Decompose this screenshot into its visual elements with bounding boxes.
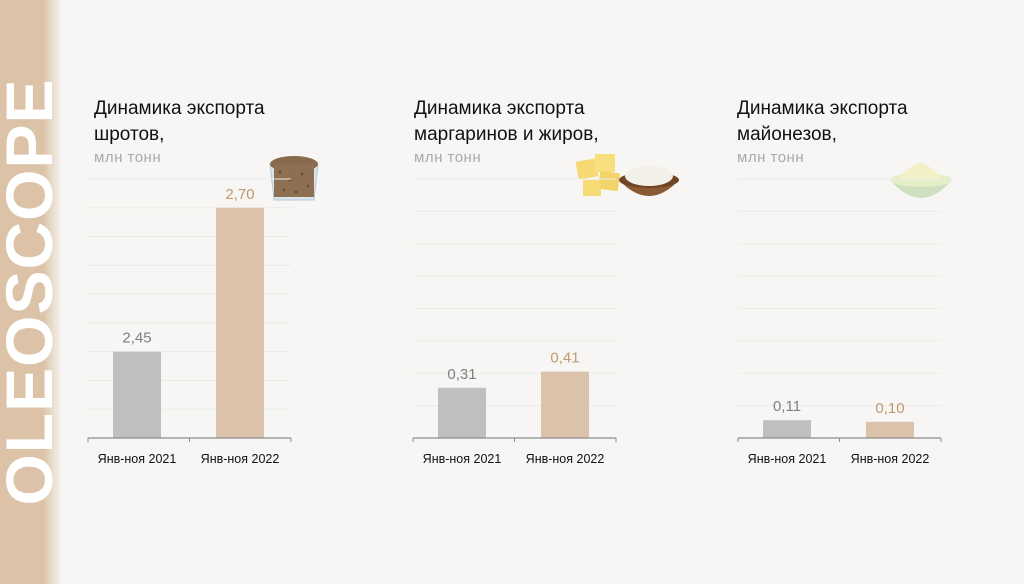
butter-icon [575, 154, 679, 196]
chart-panel-meal: Динамика экспорта шротов, млн тонн 2,45 Я… [87, 0, 348, 584]
chart-svg: 0,11 Янв-ноя 2021 0,10 Янв-ноя 2022 [737, 178, 942, 466]
chart-svg: 0,31 Янв-ноя 2021 0,41 Янв-ноя 2022 [412, 178, 617, 466]
data-label: 0,11 [773, 398, 801, 415]
chart-unit: млн тонн [414, 149, 482, 166]
chart-title: Динамика экспорта шротов, [94, 98, 265, 145]
chart-title: Динамика экспорта маргаринов и жиров, [414, 98, 599, 145]
x-tick-label: Янв-ноя 2021 [748, 452, 827, 466]
bar-2021 [438, 387, 486, 438]
x-tick-label: Янв-ноя 2021 [423, 452, 502, 466]
bar-2021 [113, 351, 161, 438]
bar-2022 [216, 207, 264, 438]
bar-2022 [541, 371, 589, 438]
bar-2022 [866, 421, 914, 438]
chart-title: Динамика экспорта майонезов, [737, 98, 908, 145]
brand-stripe: OLEOSCOPE [0, 0, 66, 584]
brand-logo-text: OLEOSCOPE [0, 78, 66, 506]
x-tick-label: Янв-ноя 2021 [98, 452, 177, 466]
x-tick-label: Янв-ноя 2022 [526, 452, 605, 466]
meal-bowl-icon [269, 156, 319, 201]
x-tick-label: Янв-ноя 2022 [851, 452, 930, 466]
data-label: 2,45 [122, 330, 151, 347]
data-label: 0,41 [550, 350, 579, 367]
data-label: 0,31 [447, 366, 476, 383]
chart-unit: млн тонн [94, 149, 162, 166]
data-label: 2,70 [225, 186, 254, 203]
chart-panel-mayonnaise: Динамика экспорта майонезов, млн тонн 0,… [737, 0, 998, 584]
chart-panel-margarine: Динамика экспорта маргаринов и жиров, мл… [412, 0, 679, 584]
chart-svg: 2,45 Янв-ноя 2021 2,70 Янв-ноя 2022 [87, 178, 292, 466]
chart-unit: млн тонн [737, 149, 805, 166]
x-tick-label: Янв-ноя 2022 [201, 452, 280, 466]
mayonnaise-bowl-icon [890, 162, 952, 198]
data-label: 0,10 [875, 400, 904, 417]
bar-2021 [763, 420, 811, 438]
